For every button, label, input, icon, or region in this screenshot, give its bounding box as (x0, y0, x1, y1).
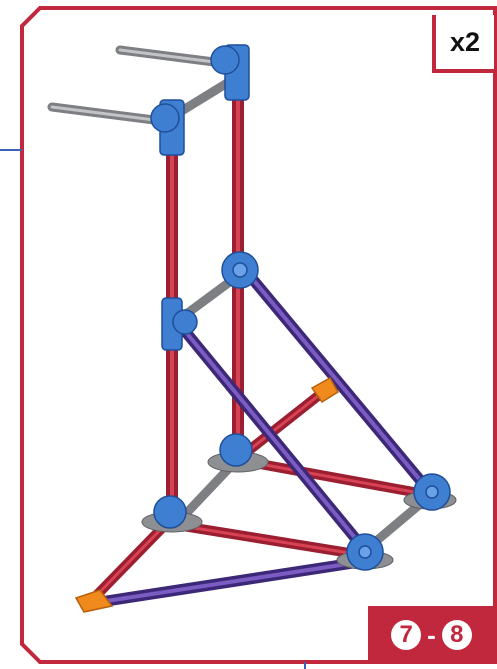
blue-connector-mid-front (161, 297, 198, 351)
orange-connectors (74, 376, 340, 613)
step-separator: - (427, 619, 436, 650)
blue-connector-right-back (413, 473, 451, 511)
blue-connector-bottom-front (153, 495, 187, 529)
page-frame (20, 6, 497, 664)
blue-connector-right-front (346, 533, 384, 571)
blue-connector-top-back (210, 44, 250, 101)
gray-axle-rods (47, 45, 227, 126)
blue-connector-mid-back (221, 251, 259, 289)
blue-connectors (150, 44, 451, 571)
blue-connector-bottom-back (219, 433, 253, 467)
orange-connector-front (74, 589, 114, 613)
blue-connector-top-front (150, 99, 185, 156)
orange-connector-back (310, 376, 340, 404)
step-from: 7 (391, 620, 422, 650)
step-range-badge: 7 - 8 (368, 606, 495, 664)
quantity-label: x2 (449, 26, 481, 57)
step-to: 8 (441, 620, 472, 650)
purple-rods (99, 266, 435, 608)
quantity-badge: x2 (432, 15, 494, 73)
